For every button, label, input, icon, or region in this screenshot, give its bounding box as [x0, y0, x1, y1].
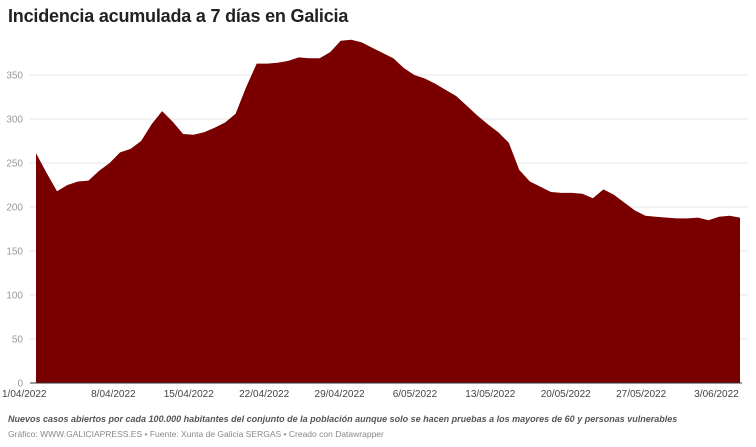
x-tick-label: 20/05/2022: [541, 389, 591, 400]
y-tick-label: 0: [17, 379, 23, 390]
x-tick-label: 3/06/2022: [694, 389, 739, 400]
x-tick-label: 29/04/2022: [315, 389, 365, 400]
x-tick-label: 27/05/2022: [616, 389, 666, 400]
y-axis-labels: 0 50 100 150 200 250 300 350: [6, 71, 23, 390]
area-chart: 0 50 100 150 200 250 300 350 1/04/2022 8/04/2022…: [2, 39, 748, 400]
y-tick-label: 150: [6, 247, 23, 258]
chart-note: Nuevos casos abiertos por cada 100.000 h…: [8, 414, 678, 424]
y-tick-label: 350: [6, 71, 23, 82]
x-tick-label: 6/05/2022: [393, 389, 438, 400]
y-tick-label: 300: [6, 115, 23, 126]
y-tick-label: 100: [6, 291, 23, 302]
chart-credit: Gráfico: WWW.GALICIAPRESS.ES • Fuente: X…: [8, 429, 384, 439]
x-tick-label: 13/05/2022: [465, 389, 515, 400]
x-tick-label: 8/04/2022: [91, 389, 136, 400]
y-tick-label: 250: [6, 159, 23, 170]
y-tick-label: 50: [12, 335, 24, 346]
x-tick-label: 22/04/2022: [239, 389, 289, 400]
y-tick-label: 200: [6, 203, 23, 214]
chart-title: Incidencia acumulada a 7 días en Galicia: [8, 6, 349, 26]
x-axis-labels: 1/04/2022 8/04/2022 15/04/2022 22/04/2022 29…: [2, 389, 739, 400]
x-tick-label: 15/04/2022: [164, 389, 214, 400]
x-tick-label: 1/04/2022: [2, 389, 47, 400]
incidence-area: [36, 39, 740, 384]
